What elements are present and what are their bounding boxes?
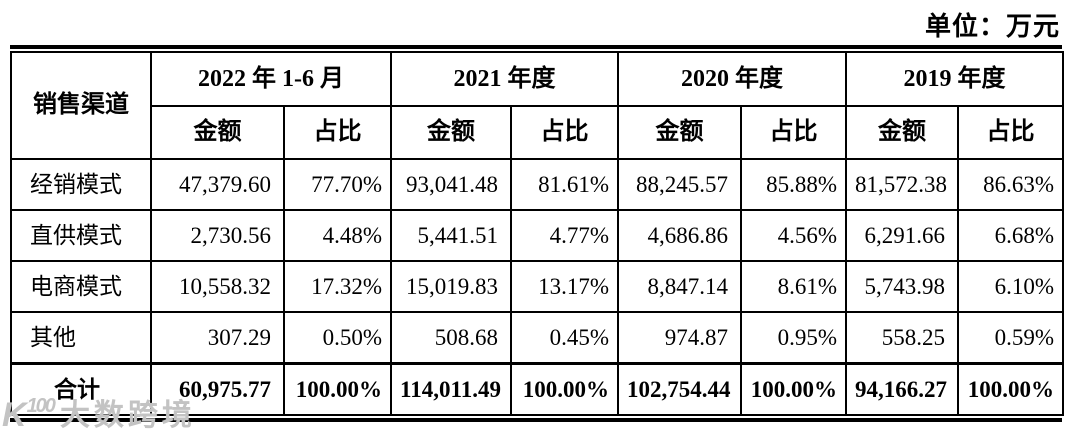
cell-amount: 10,558.32 [150,260,285,313]
cell-ratio: 8.61% [740,260,847,313]
cell-amount: 5,441.51 [390,209,512,262]
cell-ratio: 86.63% [957,158,1064,211]
cell-amount: 6,291.66 [845,209,959,262]
cell-amount: 102,754.44 [617,361,742,416]
cell-channel: 电商模式 [10,260,152,313]
header-period-2021: 2021 年度 [390,51,619,107]
unit-label: 单位：万元 [924,12,1060,41]
subheader-amount: 金额 [390,105,512,160]
cell-amount: 307.29 [150,311,285,364]
subheader-ratio: 占比 [510,105,619,160]
cell-channel: 直供模式 [10,209,152,262]
subheader-amount: 金额 [845,105,959,160]
cell-amount: 974.87 [617,311,742,364]
cell-ratio: 100.00% [957,361,1064,416]
cell-amount: 4,686.86 [617,209,742,262]
sales-channel-table: 销售渠道 2022 年 1-6 月 2021 年度 2020 年度 2019 年… [10,45,1064,422]
cell-channel: 经销模式 [10,158,152,211]
table-row: 电商模式 10,558.32 17.32% 15,019.83 13.17% 8… [10,260,1064,313]
cell-ratio: 81.61% [510,158,619,211]
cell-ratio: 13.17% [510,260,619,313]
table-total-row: 合计 60,975.77 100.00% 114,011.49 100.00% … [10,361,1064,416]
cell-amount: 114,011.49 [390,361,512,416]
cell-ratio: 85.88% [740,158,847,211]
table-row: 直供模式 2,730.56 4.48% 5,441.51 4.77% 4,686… [10,209,1064,262]
cell-ratio: 100.00% [740,361,847,416]
cell-ratio: 100.00% [510,361,619,416]
subheader-ratio: 占比 [283,105,392,160]
cell-amount: 81,572.38 [845,158,959,211]
cell-amount: 2,730.56 [150,209,285,262]
cell-amount: 47,379.60 [150,158,285,211]
cell-ratio: 0.59% [957,311,1064,364]
header-period-2020: 2020 年度 [617,51,847,107]
subheader-ratio: 占比 [740,105,847,160]
cell-ratio: 6.68% [957,209,1064,262]
header-period-2022: 2022 年 1-6 月 [150,51,392,107]
cell-ratio: 100.00% [283,361,392,416]
cell-ratio: 77.70% [283,158,392,211]
cell-amount: 60,975.77 [150,361,285,416]
cell-amount: 94,166.27 [845,361,959,416]
cell-amount: 15,019.83 [390,260,512,313]
cell-total-label: 合计 [10,361,152,416]
subheader-ratio: 占比 [957,105,1064,160]
cell-amount: 88,245.57 [617,158,742,211]
cell-amount: 93,041.48 [390,158,512,211]
cell-amount: 558.25 [845,311,959,364]
subheader-amount: 金额 [617,105,742,160]
header-channel: 销售渠道 [10,51,152,160]
header-period-2019: 2019 年度 [845,51,1064,107]
cell-amount: 8,847.14 [617,260,742,313]
cell-amount: 5,743.98 [845,260,959,313]
cell-channel: 其他 [10,311,152,364]
cell-ratio: 4.56% [740,209,847,262]
cell-ratio: 0.50% [283,311,392,364]
table-row: 其他 307.29 0.50% 508.68 0.45% 974.87 0.95… [10,311,1064,364]
cell-ratio: 0.45% [510,311,619,364]
cell-ratio: 6.10% [957,260,1064,313]
cell-amount: 508.68 [390,311,512,364]
cell-ratio: 17.32% [283,260,392,313]
table-row: 经销模式 47,379.60 77.70% 93,041.48 81.61% 8… [10,158,1064,211]
cell-ratio: 0.95% [740,311,847,364]
cell-ratio: 4.48% [283,209,392,262]
cell-ratio: 4.77% [510,209,619,262]
subheader-amount: 金额 [150,105,285,160]
